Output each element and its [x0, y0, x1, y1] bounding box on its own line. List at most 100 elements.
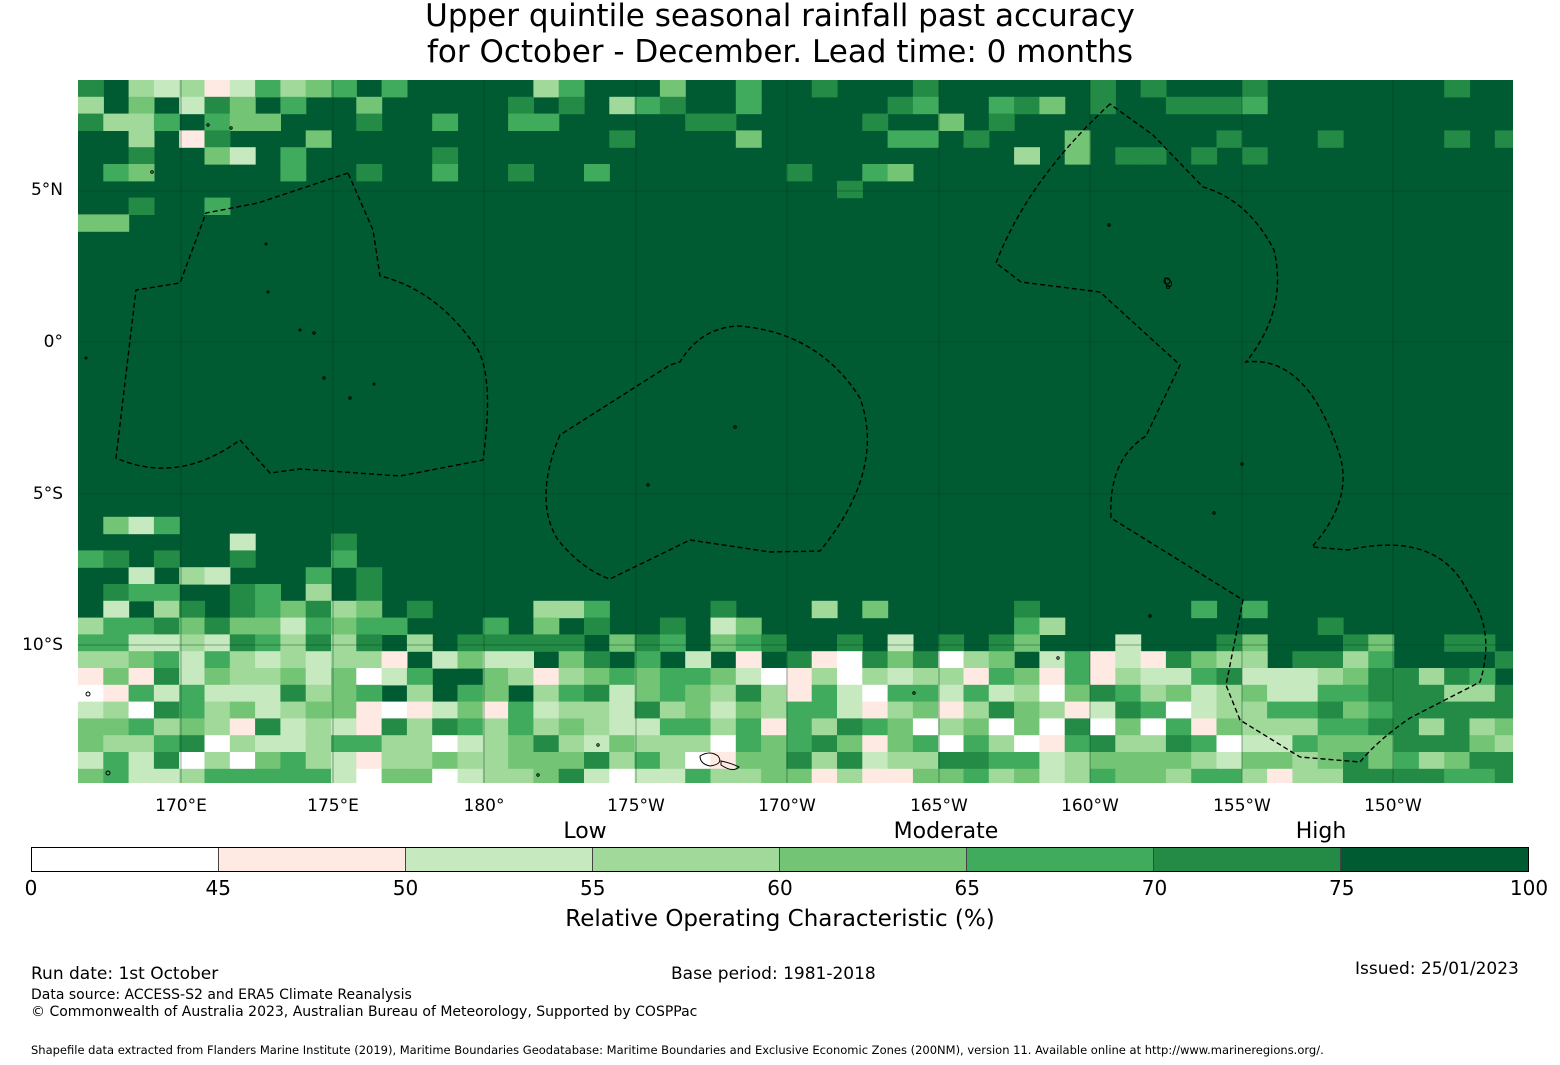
grid-cell [153, 634, 180, 652]
grid-cell [533, 668, 560, 686]
grid-cell [103, 651, 130, 669]
grid-cell [558, 651, 585, 669]
grid-cell [406, 735, 433, 753]
grid-cell [1241, 651, 1268, 669]
grid-cell [1191, 96, 1218, 115]
grid-cell [634, 634, 661, 652]
grid-cell [710, 668, 737, 686]
grid-cell [103, 735, 130, 753]
grid-cell [1494, 651, 1513, 669]
grid-cell [1191, 600, 1218, 619]
grid-cell [128, 516, 155, 535]
grid-cell [1469, 752, 1496, 770]
grid-cell [204, 617, 231, 635]
grid-cell [1064, 701, 1091, 719]
grid-cell [735, 768, 762, 783]
colorbar-tick-70: 70 [1141, 876, 1168, 900]
grid-cell [229, 113, 256, 131]
grid-cell [1014, 701, 1040, 719]
grid-cell [558, 752, 585, 770]
lon-label-175e: 175°E [307, 796, 359, 816]
grid-cell [887, 96, 914, 115]
grid-cell [634, 701, 661, 719]
grid-cell [735, 634, 762, 652]
grid-cell [78, 113, 104, 131]
grid-cell [229, 684, 256, 703]
grid-cell [457, 701, 484, 719]
grid-cell [179, 634, 206, 652]
grid-cell [862, 718, 889, 736]
grid-cell [406, 752, 433, 770]
grid-cell [659, 96, 686, 115]
grid-cell [128, 651, 155, 669]
grid-cell [735, 701, 762, 719]
grid-cell [255, 701, 281, 719]
grid-cell [584, 718, 610, 736]
grid-cell [78, 651, 104, 669]
grid-cell [887, 130, 914, 148]
grid-cell [609, 701, 636, 719]
grid-cell [1393, 752, 1420, 770]
grid-cell [1418, 718, 1445, 736]
grid-cell [103, 516, 130, 535]
grid-cell [204, 752, 231, 770]
grid-cell [1343, 701, 1369, 719]
title-line-2: for October - December. Lead time: 0 mon… [426, 34, 1134, 70]
grid-cell [153, 768, 180, 783]
grid-cell [685, 651, 712, 669]
grid-cell [179, 651, 206, 669]
grid-cell [1165, 718, 1192, 736]
grid-cell [558, 96, 585, 115]
grid-cell [103, 584, 130, 602]
grid-cell [735, 96, 762, 115]
colorbar-tick-75: 75 [1329, 876, 1355, 900]
colorbar-bin-60-65 [780, 848, 967, 871]
grid-cell [1039, 752, 1066, 770]
grid-cell [1115, 634, 1142, 652]
grid-cell [331, 533, 357, 551]
grid-cell [153, 684, 180, 703]
grid-cell [356, 684, 383, 703]
grid-cell [78, 617, 104, 635]
grid-cell [179, 768, 206, 783]
grid-cell [128, 634, 155, 652]
grid-cell [153, 701, 180, 719]
grid-cell [280, 80, 307, 98]
grid-cell [837, 180, 863, 199]
grid-cell [735, 684, 762, 703]
grid-cell [1216, 651, 1243, 669]
grid-cell [558, 735, 585, 753]
grid-cell [406, 600, 433, 619]
grid-cell [406, 718, 433, 736]
grid-cell [1115, 752, 1142, 770]
grid-cell [255, 768, 281, 783]
grid-cell [584, 768, 610, 783]
grid-cell [1494, 718, 1513, 736]
grid-cell [229, 147, 256, 165]
map-panel [78, 80, 1513, 783]
grid-cell [179, 600, 206, 619]
grid-cell [78, 768, 104, 783]
grid-cell [938, 735, 965, 753]
grid-cell [1292, 668, 1319, 686]
grid-cell [558, 684, 585, 703]
grid-cell [406, 701, 433, 719]
grid-cell [811, 752, 838, 770]
grid-cell [1418, 752, 1445, 770]
grid-cell [1241, 96, 1268, 115]
grid-cell [153, 113, 180, 131]
grid-cell [584, 651, 610, 669]
grid-cell [533, 80, 560, 98]
grid-cell [204, 701, 231, 719]
grid-cell [887, 164, 914, 182]
grid-cell [811, 80, 838, 98]
lon-label-170w: 170°W [758, 796, 816, 816]
colorbar-tick-65: 65 [954, 876, 980, 900]
grid-cell [128, 768, 155, 783]
grid-cell [710, 752, 737, 770]
grid-cell [862, 113, 889, 131]
grid-cell [1241, 701, 1268, 719]
grid-cell [1039, 701, 1066, 719]
grid-cell [735, 668, 762, 686]
grid-cell [179, 718, 206, 736]
